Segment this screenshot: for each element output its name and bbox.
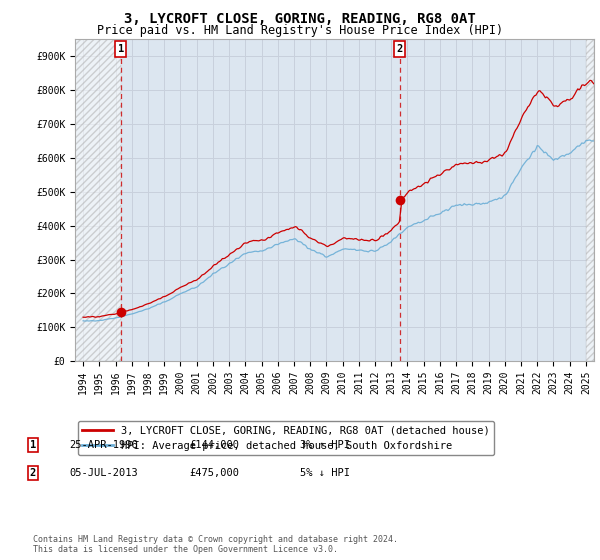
Bar bbox=[75, 39, 121, 361]
Text: 5% ↓ HPI: 5% ↓ HPI bbox=[300, 468, 350, 478]
Text: Contains HM Land Registry data © Crown copyright and database right 2024.
This d: Contains HM Land Registry data © Crown c… bbox=[33, 535, 398, 554]
Text: 1: 1 bbox=[30, 440, 36, 450]
Text: 3% ↑ HPI: 3% ↑ HPI bbox=[300, 440, 350, 450]
Text: 1: 1 bbox=[118, 44, 124, 54]
Text: £475,000: £475,000 bbox=[189, 468, 239, 478]
Text: 2: 2 bbox=[397, 44, 403, 54]
Bar bbox=[586, 39, 594, 361]
Text: 3, LYCROFT CLOSE, GORING, READING, RG8 0AT: 3, LYCROFT CLOSE, GORING, READING, RG8 0… bbox=[124, 12, 476, 26]
Text: £144,000: £144,000 bbox=[189, 440, 239, 450]
Text: 2: 2 bbox=[30, 468, 36, 478]
Text: Price paid vs. HM Land Registry's House Price Index (HPI): Price paid vs. HM Land Registry's House … bbox=[97, 24, 503, 36]
Text: 25-APR-1996: 25-APR-1996 bbox=[69, 440, 138, 450]
Legend: 3, LYCROFT CLOSE, GORING, READING, RG8 0AT (detached house), HPI: Average price,: 3, LYCROFT CLOSE, GORING, READING, RG8 0… bbox=[77, 421, 494, 455]
Text: 05-JUL-2013: 05-JUL-2013 bbox=[69, 468, 138, 478]
